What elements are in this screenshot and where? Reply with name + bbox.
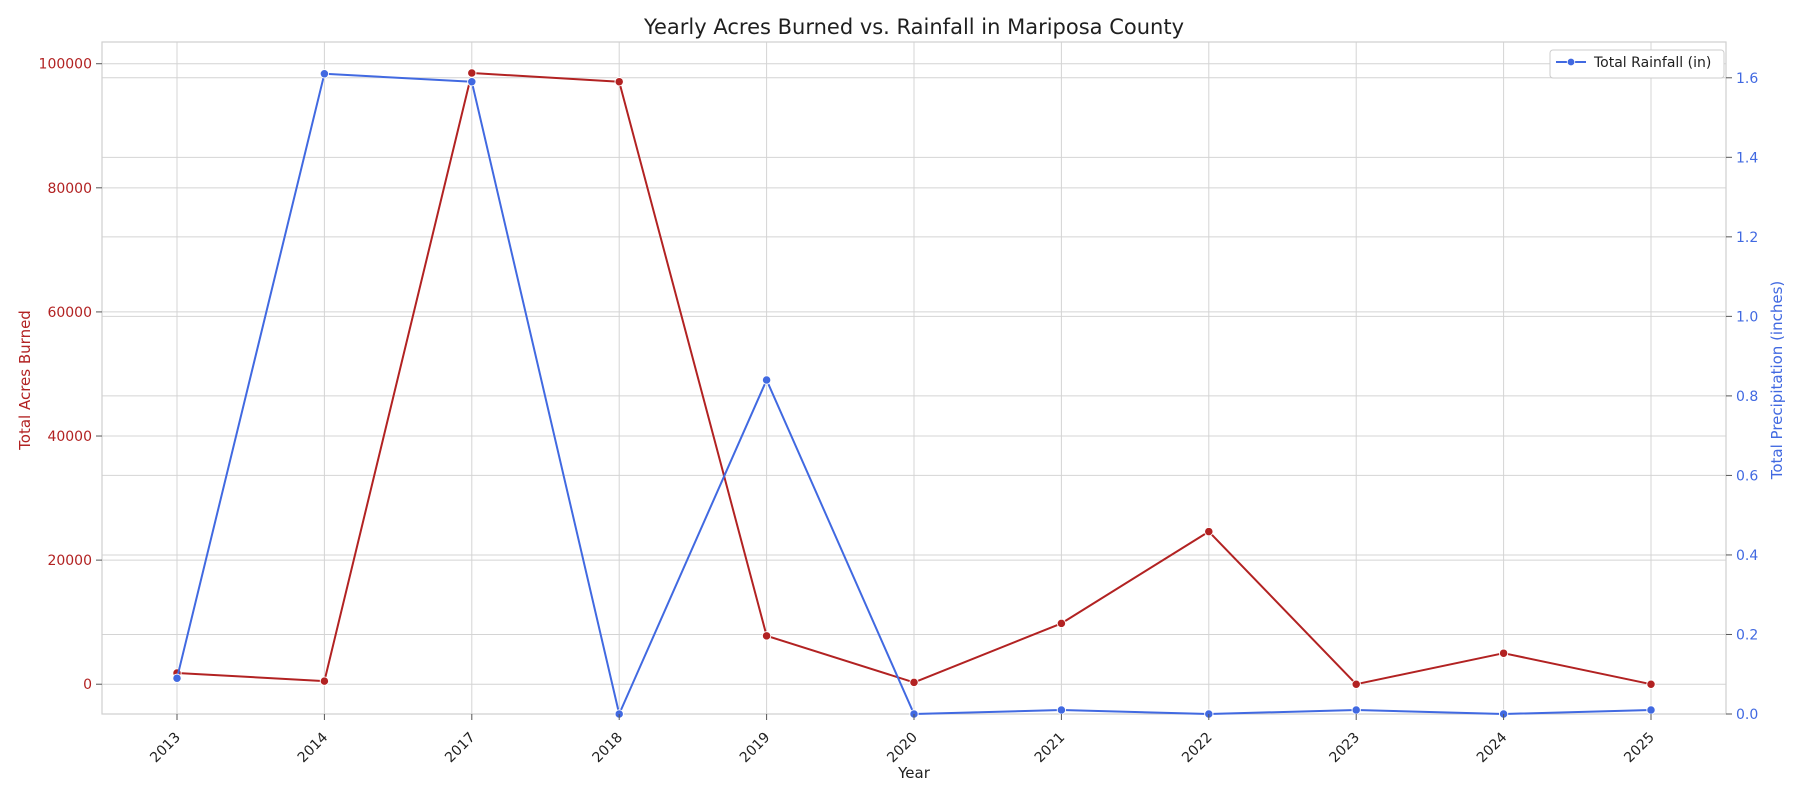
series-point-right [761,375,772,385]
series-point-left [467,68,477,78]
series-point-right [319,69,330,79]
right-axis-ticks: 0.0 0.2 0.4 0.6 0.8 1.0 1.2 1.4 1.6 [1726,71,1758,723]
legend: Total Rainfall (in) [1549,49,1725,79]
y-right-tick-label: 1.4 [1736,150,1758,166]
series-point-right [1351,705,1361,715]
series-point-right [1056,705,1067,715]
x-tick-label: 2020 [884,730,921,767]
x-tick-label: 2024 [1474,729,1511,766]
y-right-tick-label: 1.2 [1736,230,1758,246]
x-tick-label: 2022 [1179,730,1216,767]
series-point-right [467,77,477,87]
x-tick-label: 2014 [295,729,332,766]
legend-label: Total Rainfall (in) [1593,55,1711,71]
x-tick-label: 2018 [590,730,627,767]
x-tick-label: 2017 [442,730,479,767]
y-right-tick-label: 0.4 [1736,548,1758,564]
x-axis-title: Year [897,764,931,782]
x-tick-label: 2023 [1327,730,1364,767]
y-left-tick-label: 100000 [39,57,92,73]
series-point-left [1498,648,1509,658]
series-point-left [1056,618,1067,629]
y-left-tick-label: 40000 [47,429,92,445]
y-right-tick-label: 0.6 [1736,468,1758,484]
series-point-left [761,631,772,641]
left-axis-ticks: 0 20000 40000 60000 80000 100000 [39,57,102,693]
series-point-left [1351,679,1361,689]
y-right-tick-label: 0.0 [1736,707,1758,723]
y-left-axis-title: Total Acres Burned [16,310,34,451]
legend-marker-swatch [1566,57,1576,67]
chart-title: Yearly Acres Burned vs. Rainfall in Mari… [643,15,1184,39]
series-point-left [614,77,624,87]
y-right-tick-label: 0.8 [1736,389,1758,405]
y-right-tick-label: 1.6 [1736,71,1758,87]
y-left-tick-label: 80000 [47,181,92,197]
y-left-tick-label: 0 [83,677,92,693]
x-tick-label: 2021 [1032,730,1069,767]
grid-x-axis [176,42,1652,714]
series-point-left [1646,679,1656,689]
series-point-right [1646,705,1656,715]
series-point-left [1204,526,1214,537]
x-tick-label: 2013 [147,730,184,767]
y-left-tick-label: 20000 [47,553,92,569]
x-axis-ticks: 2013 2014 2017 2018 2019 2020 2021 2022 2023 2024… [147,714,1658,766]
y-right-tick-label: 0.2 [1736,627,1758,643]
y-right-axis-title: Total Precipitation (inches) [1768,281,1786,481]
series-point-left [319,676,330,686]
x-tick-label: 2025 [1621,730,1658,767]
series-point-left [909,677,919,688]
x-tick-label: 2019 [737,730,774,767]
series-point-right [172,673,182,683]
y-left-tick-label: 60000 [47,305,92,321]
legend-box [1549,49,1725,79]
y-right-tick-label: 1.0 [1736,309,1758,325]
